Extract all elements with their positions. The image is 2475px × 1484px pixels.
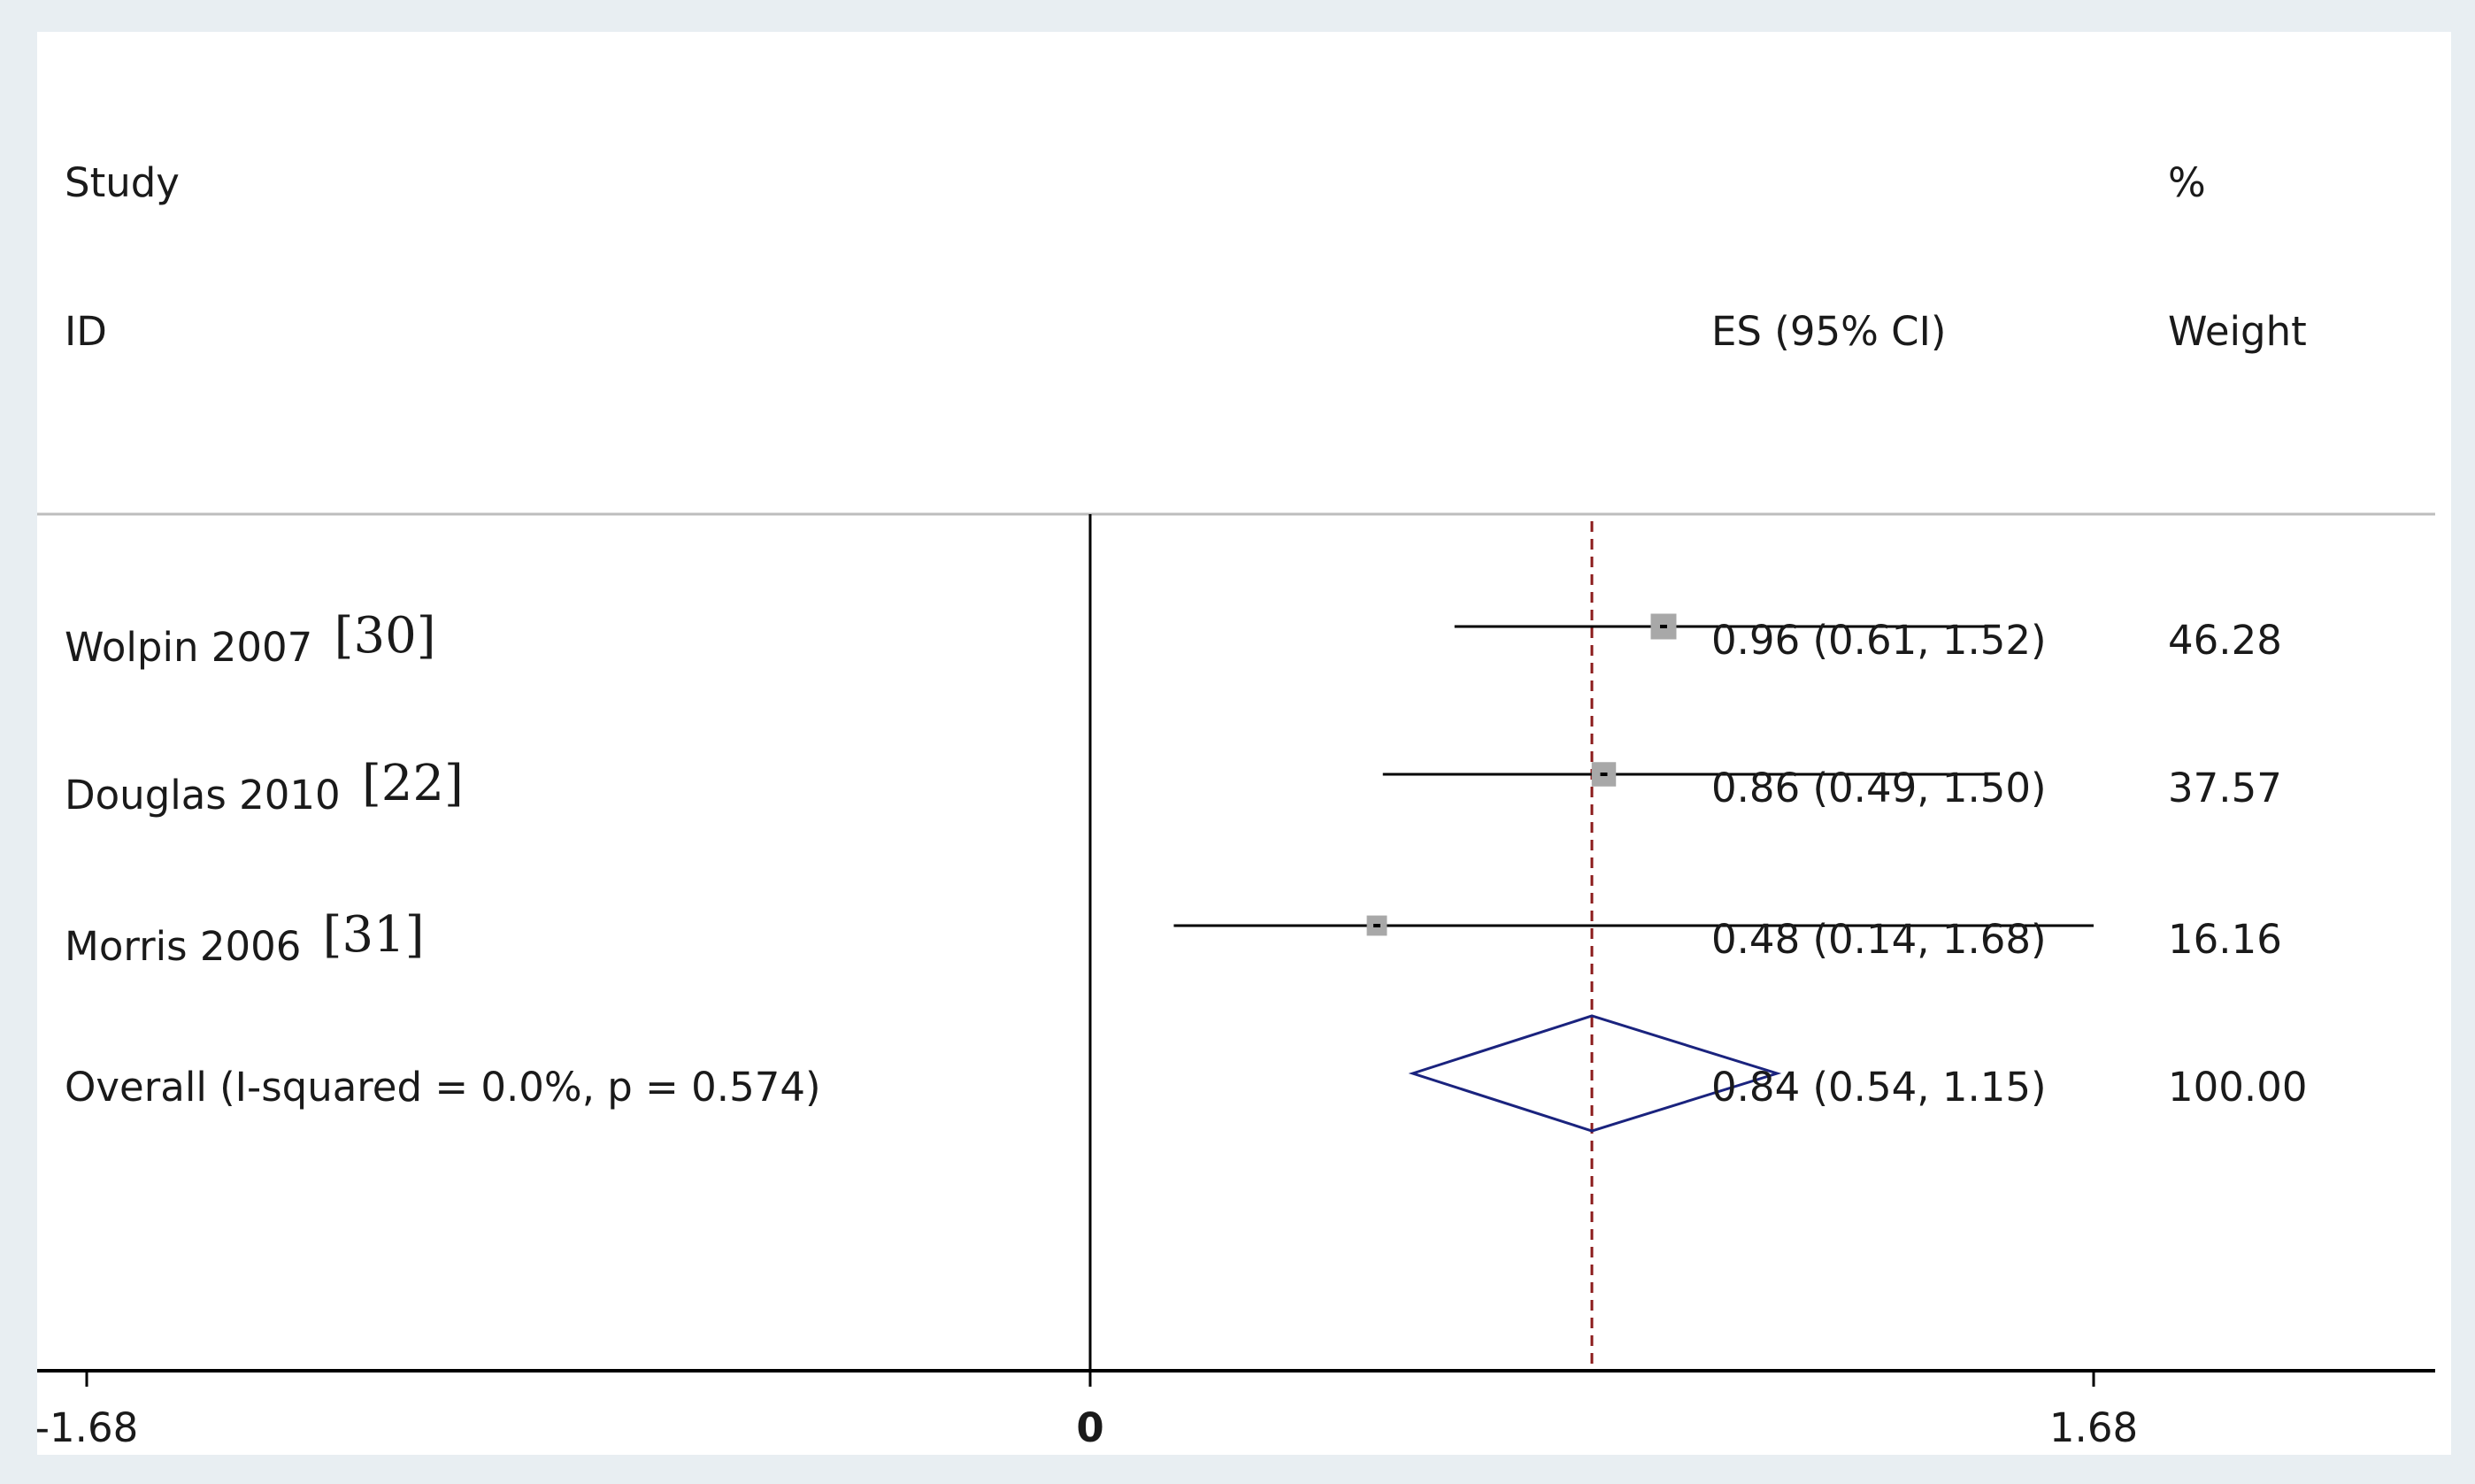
study-name: Morris 2006 bbox=[65, 923, 302, 970]
weight-text-douglas: 37.57 bbox=[2168, 765, 2282, 811]
study-label-morris: Morris 2006 [31] bbox=[65, 911, 425, 970]
forest-plot-panel: Study ID ES (95% CI) % Weight Wolpin 200… bbox=[35, 32, 2451, 1455]
overall-es-text: 0.84 (0.54, 1.15) bbox=[1711, 1064, 2047, 1111]
weight-text-morris: 16.16 bbox=[2168, 916, 2282, 963]
study-label-wolpin: Wolpin 2007 [30] bbox=[65, 611, 436, 671]
es-text-douglas: 0.86 (0.49, 1.50) bbox=[1711, 765, 2047, 811]
header-percent: % bbox=[2168, 159, 2206, 206]
study-label-douglas: Douglas 2010 [22] bbox=[65, 759, 464, 819]
overall-label: Overall (I-squared = 0.0%, p = 0.574) bbox=[65, 1064, 821, 1111]
study-ref: [22] bbox=[361, 755, 464, 812]
overall-weight-text: 100.00 bbox=[2168, 1064, 2308, 1111]
header-study: Study bbox=[65, 159, 180, 206]
x-tick-label: 1.68 bbox=[2048, 1404, 2139, 1451]
study-name: Douglas 2010 bbox=[65, 772, 341, 819]
overall-diamond bbox=[1408, 1014, 1782, 1133]
study-ref: [30] bbox=[334, 607, 436, 665]
es-text-wolpin: 0.96 (0.61, 1.52) bbox=[1711, 617, 2047, 664]
x-tick-label: -1.68 bbox=[35, 1404, 139, 1451]
header-es: ES (95% CI) bbox=[1711, 308, 1947, 355]
forest-plot-svg bbox=[37, 512, 2435, 1387]
weight-text-wolpin: 46.28 bbox=[2168, 617, 2282, 664]
study-name: Wolpin 2007 bbox=[65, 624, 313, 671]
x-tick-label: 0 bbox=[1076, 1404, 1104, 1451]
header-id: ID bbox=[65, 308, 107, 355]
study-ref: [31] bbox=[322, 906, 425, 964]
es-text-morris: 0.48 (0.14, 1.68) bbox=[1711, 916, 2047, 963]
header-weight: Weight bbox=[2168, 308, 2307, 355]
